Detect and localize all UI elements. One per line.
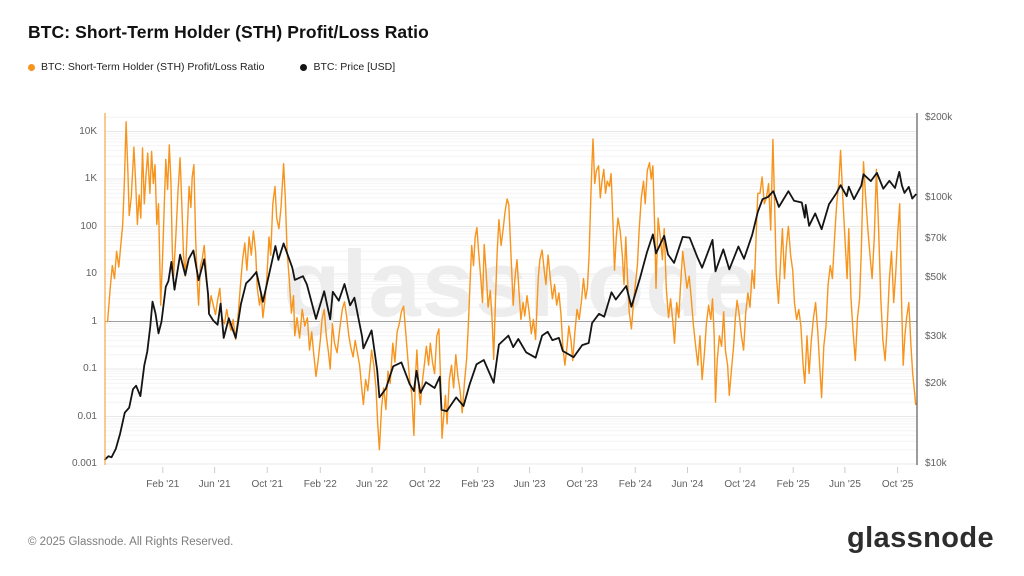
glassnode-logo: glassnode	[846, 522, 994, 554]
page-title: BTC: Short-Term Holder (STH) Profit/Loss…	[28, 22, 429, 42]
copyright-text: © 2025 Glassnode. All Rights Reserved.	[28, 536, 234, 548]
legend-label-price: BTC: Price [USD]	[313, 61, 396, 73]
legend-label-sth-ratio: BTC: Short-Term Holder (STH) Profit/Loss…	[41, 61, 265, 73]
series-price-line[interactable]	[104, 170, 917, 461]
legend-item-price[interactable]: BTC: Price [USD]	[300, 61, 395, 73]
watermark-text: glassnode	[283, 231, 757, 336]
series-sth-ratio-line[interactable]	[106, 121, 917, 451]
legend: BTC: Short-Term Holder (STH) Profit/Loss…	[28, 61, 395, 73]
legend-swatch-price-icon	[300, 63, 308, 71]
legend-item-sth-ratio[interactable]: BTC: Short-Term Holder (STH) Profit/Loss…	[28, 61, 264, 73]
legend-swatch-ratio-icon	[28, 63, 35, 71]
